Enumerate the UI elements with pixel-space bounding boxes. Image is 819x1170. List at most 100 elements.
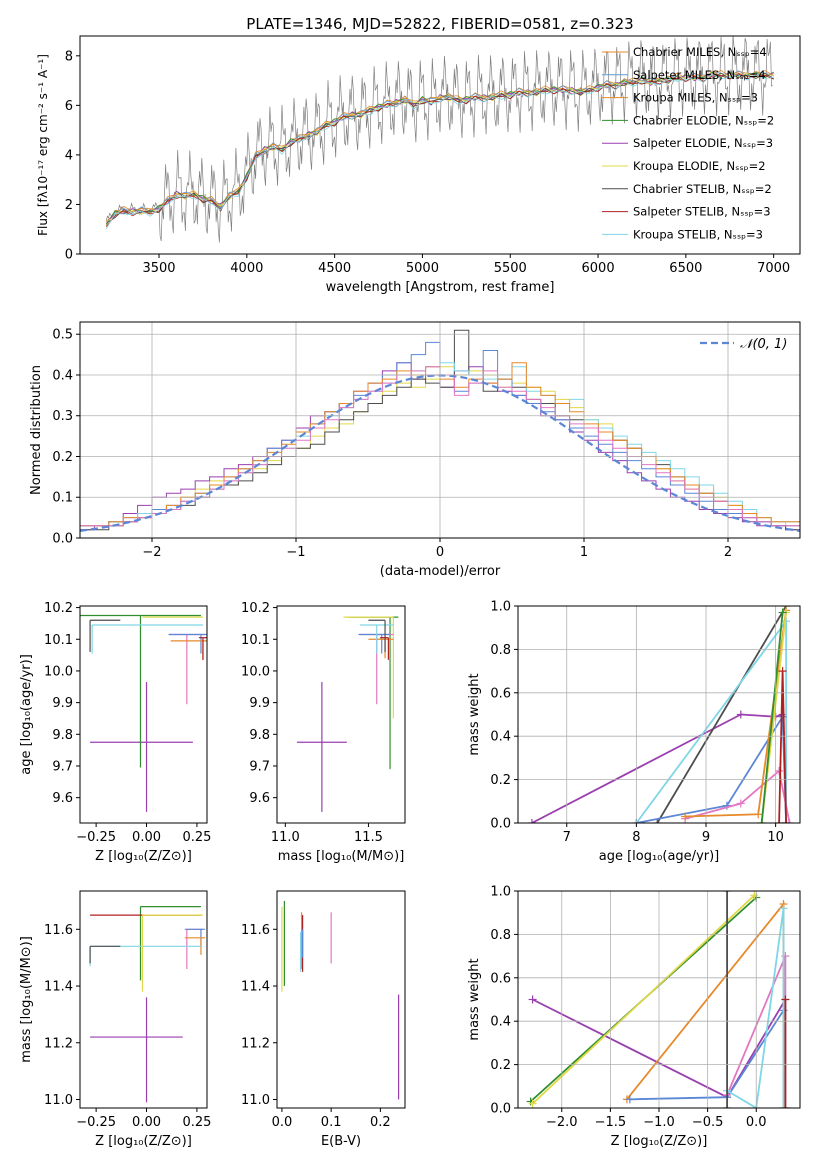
x-axis-label: age [log₁₀(age/yr)] xyxy=(599,849,720,864)
y-tick-label: 9.9 xyxy=(249,696,270,711)
y-axis-label: mass weight xyxy=(467,673,482,755)
model-line-6 xyxy=(106,72,774,224)
plot-area-age-vs-Z xyxy=(80,614,207,812)
y-tick-label: 9.6 xyxy=(249,791,270,806)
legend-label: Kroupa ELODIE, Nₛₛₚ=2 xyxy=(633,159,766,173)
weight-line-6 xyxy=(726,908,785,1108)
model-line-4 xyxy=(106,72,774,223)
weight-line-0 xyxy=(531,713,783,823)
errorbar-point-7 xyxy=(89,619,121,652)
y-tick-label: 0 xyxy=(65,248,73,263)
errorbar-point-7 xyxy=(368,619,386,652)
x-tick-label: −0.25 xyxy=(76,830,116,845)
weight-line-2 xyxy=(635,618,787,823)
y-tick-label: 0.0 xyxy=(52,532,73,547)
axes-frame xyxy=(517,605,801,824)
x-axis-label: Z [log₁₀(Z/Z⊙)] xyxy=(95,849,192,864)
legend-label: Salpeter MILES, Nₛₛₚ=4 xyxy=(633,68,766,82)
plot-area-mass-vs-ebv xyxy=(281,900,400,1100)
axes-frame xyxy=(276,890,406,1109)
y-tick-label: 10.0 xyxy=(44,664,73,679)
legend-label: Salpeter STELIB, Nₛₛₚ=3 xyxy=(633,205,771,219)
x-tick-label: 11.0 xyxy=(271,830,300,845)
x-tick-label: 0.25 xyxy=(182,830,211,845)
x-tick-label: −2.0 xyxy=(546,1115,578,1130)
x-axis-label: Z [log₁₀(Z/Z⊙)] xyxy=(611,1134,708,1149)
legend-label: Chabrier MILES, Nₛₛₚ=4 xyxy=(633,45,767,59)
y-tick-label: 9.7 xyxy=(52,759,73,774)
x-axis-label: (data-model)/error xyxy=(380,564,501,579)
panel-mass-weight-vs-age: 7 8 9 10 0.0 0.2 0.4 0.6 0.8 1.0 age [log₁₀(age/yr… xyxy=(467,600,801,864)
x-tick-label: 0.1 xyxy=(321,1115,342,1130)
y-tick-label: 11.2 xyxy=(44,1036,73,1051)
y-tick-label: 10.1 xyxy=(44,633,73,648)
x-tick-label: 6500 xyxy=(669,261,702,276)
legend-label: Salpeter ELODIE, Nₛₛₚ=3 xyxy=(633,136,773,150)
errorbar-point-6 xyxy=(91,624,203,654)
x-tick-label: 8 xyxy=(632,830,640,845)
y-tick-label: 9.9 xyxy=(52,696,73,711)
x-tick-label: 0.00 xyxy=(132,1115,161,1130)
x-tick-label: 2 xyxy=(724,545,732,560)
errorbar-point-2 xyxy=(343,616,394,719)
y-tick-label: 10.2 xyxy=(44,601,73,616)
errorbar-point-8 xyxy=(141,914,203,992)
y-tick-label: 9.7 xyxy=(249,759,270,774)
y-tick-label: 11.4 xyxy=(44,980,73,995)
y-axis-label: age [log₁₀(age/yr)] xyxy=(19,654,34,775)
plot-area-mass-weight-vs-age xyxy=(527,606,794,823)
axes-frame xyxy=(79,605,208,824)
x-tick-label: 6000 xyxy=(582,261,615,276)
x-tick-label: −1.0 xyxy=(643,1115,675,1130)
axes-frame xyxy=(79,35,801,255)
x-axis-label: Z [log₁₀(Z/Z⊙)] xyxy=(95,1134,192,1149)
y-tick-label: 11.0 xyxy=(241,1093,270,1108)
model-line-5 xyxy=(106,72,774,222)
panel-mass-vs-ebv: 0.0 0.1 0.2 11.0 11.2 11.4 11.6 E(B-V) xyxy=(241,890,406,1149)
weight-line-4 xyxy=(684,769,791,823)
errorbar-point-8 xyxy=(380,637,389,660)
y-tick-label: 1.0 xyxy=(490,885,511,900)
y-axis-label: mass [log₁₀(M/M⊙)] xyxy=(19,936,34,1063)
panel-spectrum: 3500 4000 4500 5000 5500 6000 6500 7000 0 2 4 6 8 wav… xyxy=(36,35,801,295)
weight-line-2 xyxy=(531,894,755,1105)
axes-frame xyxy=(517,890,801,1109)
x-tick-label: −0.25 xyxy=(76,1115,116,1130)
plot-area-age-vs-mass xyxy=(296,616,399,812)
y-tick-label: 0.6 xyxy=(490,971,511,986)
axes-frame xyxy=(276,605,406,824)
y-tick-label: 10.1 xyxy=(241,633,270,648)
y-tick-label: 11.2 xyxy=(241,1036,270,1051)
data-spectrum-line xyxy=(105,36,773,243)
axes-frame xyxy=(79,321,801,539)
errorbar-point-8 xyxy=(198,637,207,660)
plot-area-mass-weight-vs-Z xyxy=(526,891,790,1108)
y-tick-label: 0.2 xyxy=(490,773,511,788)
y-tick-label: 4 xyxy=(65,148,73,163)
x-tick-label: −1.5 xyxy=(595,1115,627,1130)
errorbar-point-1 xyxy=(348,616,399,770)
y-tick-label: 0.0 xyxy=(490,1102,511,1117)
y-tick-label: 9.8 xyxy=(249,728,270,743)
plot-area-spectrum xyxy=(105,36,774,243)
weight-line-7 xyxy=(760,612,784,823)
weight-line-8 xyxy=(778,671,787,823)
y-tick-label: 0.6 xyxy=(490,686,511,701)
weight-line-1 xyxy=(656,606,787,823)
x-tick-label: 10 xyxy=(767,830,784,845)
panel-mass-weight-vs-Z: −2.0 −1.5 −1.0 −0.5 0.0 0.0 0.2 0.4 0.6 0.8 1.0 Z [… xyxy=(467,885,801,1149)
y-tick-label: 0.3 xyxy=(52,409,73,424)
x-axis-label: E(B-V) xyxy=(321,1134,361,1149)
y-tick-label: 11.0 xyxy=(44,1093,73,1108)
y-tick-label: 0.2 xyxy=(490,1058,511,1073)
errorbar-point-6 xyxy=(360,624,394,654)
panel-age-vs-Z: −0.25 0.00 0.25 9.6 9.7 9.8 9.9 10.0 10.1 10.2 Z [… xyxy=(19,601,211,864)
errorbar-point-0 xyxy=(296,682,347,812)
x-tick-label: −0.5 xyxy=(692,1115,724,1130)
x-tick-label: 11.5 xyxy=(354,830,383,845)
y-tick-label: 0.4 xyxy=(490,730,511,745)
legend-label: 𝒩(0, 1) xyxy=(740,337,787,352)
errorbar-point-7 xyxy=(89,945,121,964)
x-tick-label: 7 xyxy=(563,830,571,845)
